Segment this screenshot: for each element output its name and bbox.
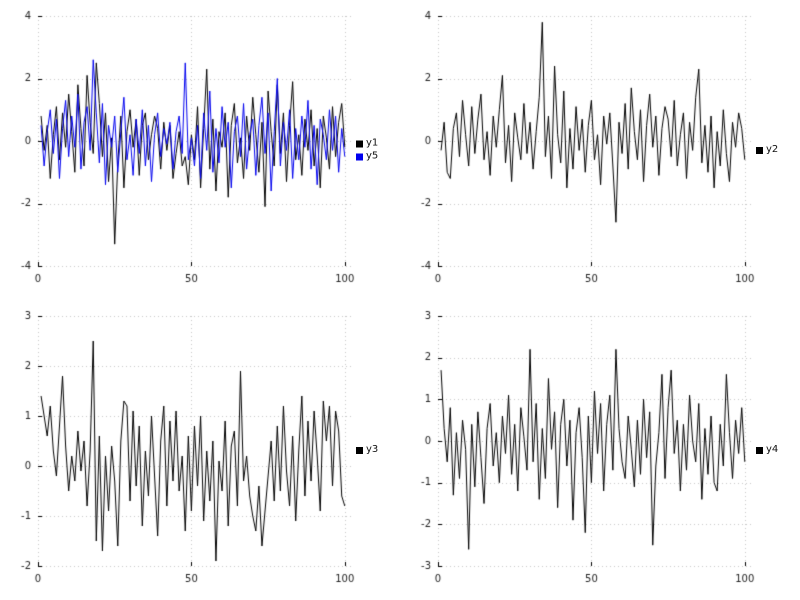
chart-panel-y2: y2 <box>400 0 800 300</box>
legend-label: y2 <box>766 144 779 155</box>
legend: y4 <box>756 445 778 455</box>
legend-entry: y2 <box>756 145 778 155</box>
legend-entry: y1 <box>356 137 379 149</box>
plot-canvas-y2 <box>400 0 800 300</box>
legend-marker-icon <box>356 153 363 160</box>
chart-panel-y4: y4 <box>400 300 800 600</box>
legend-entry: y3 <box>356 445 378 455</box>
plot-canvas-y3 <box>0 300 400 600</box>
legend-marker-icon <box>356 140 363 147</box>
legend-label: y4 <box>766 444 779 455</box>
legend: y3 <box>356 445 378 455</box>
plot-canvas-y1-y5 <box>0 0 400 300</box>
legend-label: y3 <box>366 444 379 455</box>
legend-label: y1 <box>366 137 379 149</box>
chart-panel-y1-y5: y1 y5 <box>0 0 400 300</box>
legend-marker-icon <box>356 446 363 454</box>
legend-entry: y4 <box>756 445 778 455</box>
plot-canvas-y4 <box>400 300 800 600</box>
legend: y2 <box>756 145 778 155</box>
legend-label: y5 <box>366 150 379 162</box>
legend-marker-icon <box>756 146 763 154</box>
legend-marker-icon <box>756 446 763 454</box>
legend: y1 y5 <box>356 137 379 162</box>
legend-entry: y5 <box>356 150 379 162</box>
chart-panel-y3: y3 <box>0 300 400 600</box>
